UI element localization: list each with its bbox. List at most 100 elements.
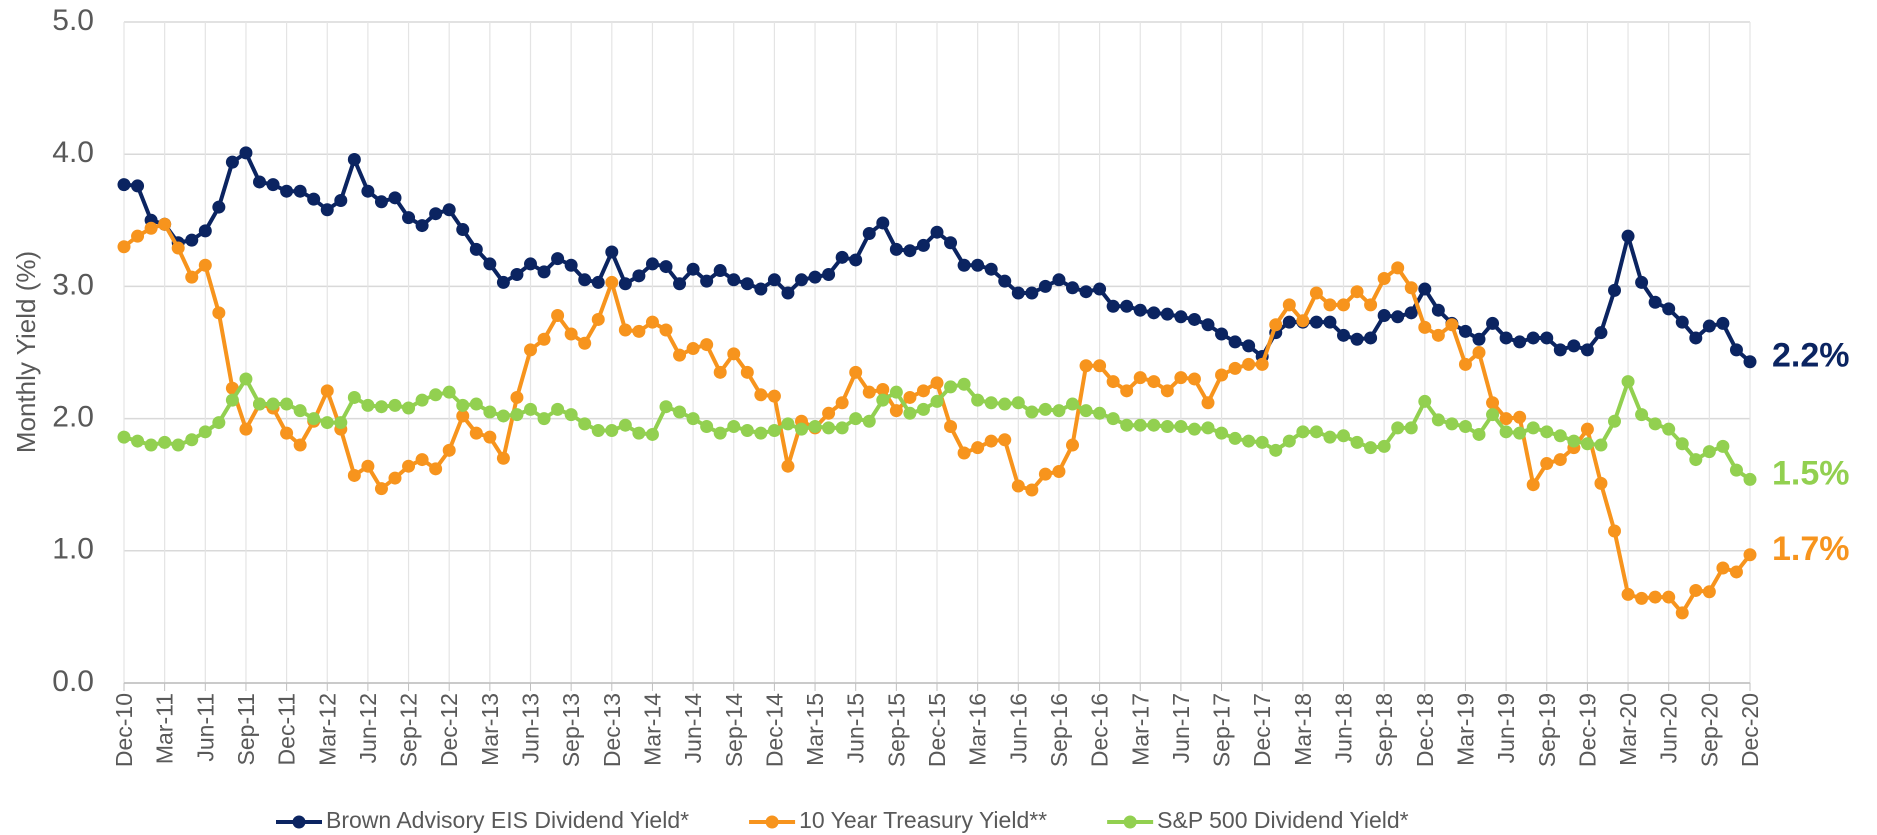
point — [266, 397, 280, 411]
point — [1106, 412, 1120, 426]
point — [1011, 479, 1025, 493]
point — [1377, 439, 1391, 453]
point — [1689, 583, 1703, 597]
point — [1160, 420, 1174, 434]
point — [605, 245, 619, 259]
point — [551, 252, 565, 266]
point — [632, 324, 646, 338]
point — [1458, 357, 1472, 371]
point — [537, 412, 551, 426]
x-tick-label: Dec-18 — [1412, 693, 1438, 767]
point — [1716, 561, 1730, 575]
point — [1187, 372, 1201, 386]
point — [700, 274, 714, 288]
point — [429, 462, 443, 476]
point — [754, 426, 768, 440]
point — [1038, 402, 1052, 416]
x-tick-label: Mar-16 — [965, 693, 991, 766]
point — [876, 393, 890, 407]
point — [1228, 431, 1242, 445]
point — [1337, 328, 1350, 342]
point — [1025, 483, 1039, 497]
point — [1201, 396, 1215, 410]
end-label: 1.7% — [1772, 530, 1850, 568]
point — [849, 412, 863, 426]
point — [483, 257, 497, 271]
x-tick-label: Mar-15 — [802, 693, 828, 766]
point — [1120, 384, 1134, 398]
end-label: 2.2% — [1772, 337, 1850, 375]
point — [402, 401, 416, 415]
point — [1309, 315, 1323, 329]
point — [266, 178, 280, 192]
point — [1486, 316, 1500, 330]
point — [1377, 308, 1391, 322]
point — [1120, 299, 1134, 313]
point — [117, 240, 131, 254]
point — [131, 434, 145, 448]
point — [1580, 437, 1594, 451]
point — [1323, 298, 1337, 312]
point — [1391, 261, 1405, 275]
point — [469, 242, 483, 256]
point — [1215, 426, 1229, 440]
point — [605, 423, 619, 437]
point — [280, 397, 294, 411]
y-tick-label: 5.0 — [52, 4, 94, 37]
point — [320, 384, 334, 398]
legend-marker — [1123, 815, 1137, 829]
point — [1594, 476, 1608, 490]
point — [1702, 585, 1716, 599]
point — [1174, 420, 1188, 434]
point — [158, 435, 172, 449]
point — [916, 402, 930, 416]
point — [1486, 408, 1500, 422]
point — [1187, 422, 1201, 436]
point — [1228, 361, 1242, 375]
point — [239, 422, 253, 436]
point — [1662, 590, 1676, 604]
point — [1296, 425, 1310, 439]
point — [822, 406, 836, 420]
point — [1716, 439, 1730, 453]
point — [903, 406, 917, 420]
point — [605, 275, 619, 289]
x-tick-label: Jun-15 — [843, 693, 869, 763]
point — [1648, 295, 1662, 309]
point — [442, 443, 456, 457]
point — [808, 270, 822, 284]
point — [998, 433, 1012, 447]
point — [456, 223, 470, 237]
y-tick-label: 2.0 — [52, 401, 94, 434]
point — [1553, 429, 1567, 443]
point — [673, 405, 687, 419]
x-tick-label: Mar-18 — [1290, 693, 1316, 766]
point — [659, 323, 673, 337]
y-tick-label: 4.0 — [52, 136, 94, 169]
point — [280, 184, 294, 198]
point — [862, 385, 876, 399]
x-tick-label: Sep-12 — [396, 693, 422, 767]
point — [971, 258, 985, 272]
point — [483, 405, 497, 419]
point — [957, 377, 971, 391]
point — [510, 390, 524, 404]
point — [1364, 331, 1378, 345]
point — [984, 396, 998, 410]
point — [225, 155, 239, 169]
x-tick-label: Sep-17 — [1209, 693, 1235, 767]
point — [1323, 315, 1337, 329]
point — [1716, 316, 1730, 330]
point — [510, 268, 524, 282]
point — [1540, 331, 1554, 345]
point — [1486, 396, 1500, 410]
point — [1093, 282, 1107, 296]
x-tick-label: Dec-14 — [761, 693, 787, 767]
point — [1743, 472, 1757, 486]
point — [1147, 418, 1161, 432]
point — [1282, 315, 1296, 329]
point — [1079, 285, 1093, 299]
point — [198, 425, 212, 439]
point — [1066, 438, 1079, 452]
point — [374, 482, 388, 496]
